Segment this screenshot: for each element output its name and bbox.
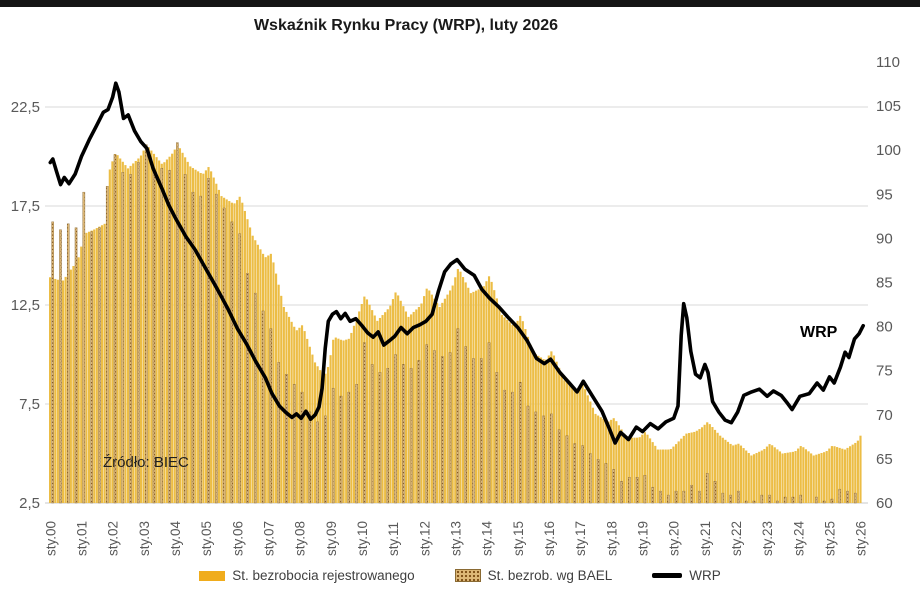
svg-text:sty.17: sty.17 — [573, 521, 588, 556]
legend-label-wrp: WRP — [689, 568, 721, 583]
legend-swatch-wrp — [652, 573, 683, 578]
legend-item-wrp: WRP — [652, 568, 721, 583]
svg-text:sty.10: sty.10 — [355, 521, 370, 556]
svg-text:sty.21: sty.21 — [698, 521, 713, 556]
svg-text:sty.12: sty.12 — [417, 521, 432, 556]
svg-text:100: 100 — [876, 142, 901, 159]
svg-text:110: 110 — [876, 54, 900, 71]
svg-text:70: 70 — [876, 407, 893, 424]
svg-text:sty.00: sty.00 — [43, 521, 58, 556]
svg-text:sty.04: sty.04 — [168, 520, 183, 556]
window-top-edge — [0, 0, 920, 7]
svg-text:sty.26: sty.26 — [854, 521, 869, 556]
svg-text:65: 65 — [876, 451, 893, 468]
wrp-line-annotation: WRP — [800, 324, 838, 341]
svg-text:sty.01: sty.01 — [75, 521, 90, 556]
svg-text:7,5: 7,5 — [19, 396, 40, 413]
svg-text:sty.13: sty.13 — [449, 521, 464, 556]
svg-text:sty.05: sty.05 — [199, 521, 214, 556]
svg-text:sty.15: sty.15 — [511, 521, 526, 556]
svg-text:75: 75 — [876, 363, 893, 380]
svg-text:sty.08: sty.08 — [293, 521, 308, 556]
legend-item-bael: St. bezrob. wg BAEL — [454, 568, 613, 583]
svg-text:22,5: 22,5 — [11, 99, 40, 116]
svg-text:sty.22: sty.22 — [729, 521, 744, 556]
svg-text:sty.06: sty.06 — [230, 521, 245, 556]
legend-label-bael: St. bezrob. wg BAEL — [487, 568, 613, 583]
legend-swatch-registered — [199, 570, 226, 581]
svg-text:sty.02: sty.02 — [106, 521, 121, 556]
svg-text:sty.09: sty.09 — [324, 521, 339, 556]
svg-text:sty.20: sty.20 — [667, 521, 682, 556]
svg-text:60: 60 — [876, 495, 893, 512]
svg-text:80: 80 — [876, 319, 893, 336]
chart-title: Wskaźnik Rynku Pracy (WRP), luty 2026 — [253, 17, 559, 34]
svg-text:sty.14: sty.14 — [480, 520, 495, 556]
legend-item-registered: St. bezrobocia rejestrowanego — [199, 568, 415, 583]
svg-text:sty.19: sty.19 — [636, 521, 651, 556]
svg-text:sty.16: sty.16 — [542, 521, 557, 556]
svg-text:sty.11: sty.11 — [386, 522, 401, 556]
svg-text:sty.25: sty.25 — [823, 521, 838, 556]
svg-text:2,5: 2,5 — [19, 495, 40, 512]
svg-text:95: 95 — [876, 186, 893, 203]
svg-text:sty.18: sty.18 — [604, 521, 619, 556]
source-note: Źródło: BIEC — [103, 454, 189, 471]
svg-text:105: 105 — [876, 98, 901, 115]
svg-text:85: 85 — [876, 275, 893, 292]
svg-text:90: 90 — [876, 230, 893, 247]
svg-text:17,5: 17,5 — [11, 198, 40, 215]
svg-text:sty.24: sty.24 — [791, 520, 806, 556]
svg-text:sty.23: sty.23 — [760, 521, 775, 556]
legend: St. bezrobocia rejestrowanego St. bezrob… — [0, 568, 920, 583]
svg-text:sty.03: sty.03 — [137, 521, 152, 556]
svg-text:12,5: 12,5 — [11, 297, 40, 314]
svg-text:sty.07: sty.07 — [262, 521, 277, 556]
legend-label-registered: St. bezrobocia rejestrowanego — [232, 568, 415, 583]
legend-swatch-bael — [454, 569, 481, 582]
